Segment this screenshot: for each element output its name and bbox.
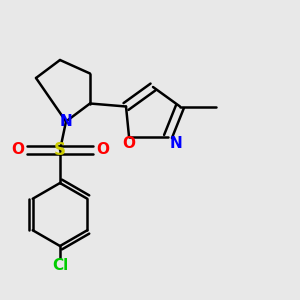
Text: O: O [122,136,136,152]
Text: N: N [60,114,72,129]
Text: O: O [11,142,24,158]
Text: N: N [169,136,182,152]
Text: O: O [96,142,109,158]
Text: Cl: Cl [52,258,68,273]
Text: S: S [54,141,66,159]
